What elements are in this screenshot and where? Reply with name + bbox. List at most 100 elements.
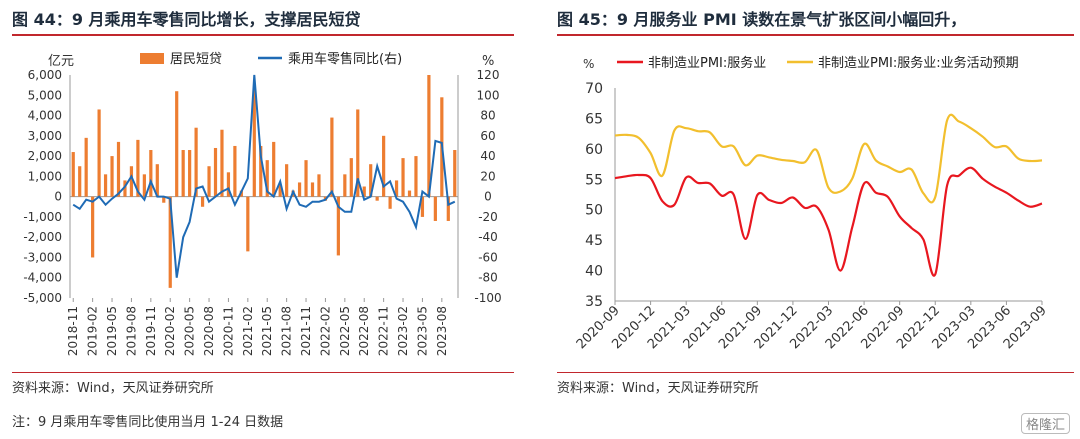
bar-household-loan: [407, 190, 412, 197]
bar-household-loan: [194, 127, 198, 197]
bar-household-loan: [149, 150, 153, 197]
bar-household-loan: [349, 158, 353, 197]
bar-household-loan: [233, 145, 237, 197]
right-y-tick-label: -20: [478, 210, 498, 224]
right-y-tick-label: 100: [477, 88, 500, 102]
bar-household-loan: [285, 164, 289, 197]
x-tick-label: 2018-11: [66, 306, 80, 356]
left-footer-rule: [12, 372, 514, 373]
x-tick-label: 2022-05: [338, 306, 352, 356]
bar-household-loan: [433, 196, 437, 221]
x-tick-label: 2023-05: [415, 306, 429, 356]
bar-household-loan: [246, 196, 250, 252]
right-source-text: 资料来源：Wind，天风证券研究所: [557, 381, 759, 396]
bar-household-loan: [453, 150, 457, 197]
bar-household-loan: [265, 160, 269, 197]
bar-household-loan: [188, 150, 192, 197]
left-y-tick-label: 5,000: [28, 88, 62, 102]
right-footer-rule: [557, 372, 1074, 373]
right-y-tick-label: 0: [484, 190, 492, 204]
left-chart-panel: 图 44：9 月乘用车零售同比增长，支撑居民短贷 亿元% 6,000 5,000 4,…: [0, 0, 520, 400]
bar-household-loan: [304, 160, 308, 197]
line-services-pmi: [614, 166, 1043, 277]
right-y-tick-label: 80: [480, 109, 495, 123]
left-y-tick-label: 1,000: [28, 169, 62, 183]
left-y-tick-label: 3,000: [28, 129, 62, 143]
bar-household-loan: [91, 196, 95, 258]
bar-household-loan: [200, 196, 205, 207]
x-tick-label: 2021-11: [299, 306, 313, 356]
bar-household-loan: [213, 147, 218, 197]
x-tick-label: 2020-08: [202, 306, 216, 356]
left-y-tick-label: 2,000: [28, 149, 62, 163]
right-chart-panel: 图 45：9 月服务业 PMI 读数在景气扩张区间小幅回升， % 70 65 60 55…: [545, 0, 1080, 400]
bar-household-loan: [142, 174, 146, 197]
x-tick-label: 2019-02: [86, 306, 100, 356]
y-axis-unit: %: [583, 57, 594, 71]
bar-household-loan: [97, 109, 101, 197]
line-car-retail-yoy: [72, 74, 456, 278]
bar-household-loan: [343, 174, 347, 197]
bar-household-loan: [175, 91, 179, 197]
right-chart-title: 图 45：9 月服务业 PMI 读数在景气扩张区间小幅回升，: [557, 10, 967, 29]
y-tick-label: 60: [585, 142, 603, 158]
right-y-tick-label: -40: [478, 230, 498, 244]
left-y-tick-label: 0: [54, 190, 62, 204]
y-tick-label: 70: [585, 81, 603, 97]
x-tick-label: 2023-02: [396, 306, 410, 356]
right-y-tick-label: -80: [478, 271, 498, 285]
left-axis-unit: 亿元: [48, 54, 74, 69]
bar-household-loan: [369, 164, 373, 197]
bar-household-loan: [110, 156, 114, 197]
left-y-tick-label: -5,000: [23, 291, 62, 305]
x-tick-label: 2022-11: [377, 306, 391, 356]
bar-household-loan: [427, 75, 431, 197]
bar-household-loan: [362, 186, 366, 197]
line-services-expectation: [614, 113, 1043, 204]
legend-label-services-expectation: 非制造业PMI:服务业:业务活动预期: [818, 55, 1019, 71]
bar-household-loan: [71, 152, 75, 197]
bar-household-loan: [375, 196, 379, 201]
bar-household-loan: [207, 166, 211, 197]
right-axis-unit: %: [482, 54, 494, 69]
legend-label-line: 乘用车零售同比(右): [288, 51, 402, 67]
left-y-tick-label: -3,000: [23, 250, 62, 264]
bar-household-loan: [382, 135, 386, 197]
x-tick-label: 2022-08: [357, 306, 371, 356]
bar-household-loan: [84, 137, 88, 197]
bar-household-loan: [272, 141, 276, 197]
bar-household-loan: [420, 196, 425, 217]
bar-household-loan: [394, 180, 399, 197]
x-tick-label: 2019-11: [144, 306, 158, 356]
y-tick-label: 35: [585, 294, 603, 310]
bar-household-loan: [278, 184, 282, 197]
right-y-tick-label: -60: [478, 250, 498, 264]
left-chart-title: 图 44：9 月乘用车零售同比增长，支撑居民短贷: [12, 10, 361, 29]
bar-household-loan: [168, 196, 172, 288]
bar-household-loan: [414, 156, 418, 197]
bar-household-loan: [336, 196, 340, 256]
y-tick-label: 65: [585, 111, 603, 127]
y-tick-label: 45: [585, 233, 603, 249]
x-tick-label: 2020-05: [183, 306, 197, 356]
right-y-tick-label: 40: [480, 149, 495, 163]
legend-label-services-pmi: 非制造业PMI:服务业: [648, 55, 766, 71]
bar-household-loan: [220, 129, 224, 197]
left-title-rule: [12, 34, 514, 36]
bar-household-loan: [259, 145, 263, 197]
x-tick-label: 2019-05: [105, 306, 119, 356]
left-chart-note: 注：9 月乘用车零售同比使用当月 1-24 日数据: [12, 415, 284, 430]
right-y-tick-label: 60: [480, 129, 495, 143]
right-title-rule: [557, 34, 1074, 36]
y-tick-label: 40: [585, 264, 603, 280]
left-source-text: 资料来源：Wind，天风证券研究所: [12, 381, 214, 396]
bar-household-loan: [116, 141, 121, 197]
x-tick-label: 2021-08: [280, 306, 294, 356]
watermark-logo: 格隆汇: [1020, 413, 1070, 434]
bar-household-loan: [129, 166, 134, 197]
left-chart-svg: 亿元 % 6,000 5,000 4,000 3,000 2,000 1,000 0 -1,000…: [23, 51, 501, 356]
x-tick-label: 2020-11: [221, 306, 235, 356]
bar-household-loan: [252, 89, 256, 197]
bar-household-loan: [356, 109, 360, 197]
x-tick-label: 2021-05: [260, 306, 274, 356]
